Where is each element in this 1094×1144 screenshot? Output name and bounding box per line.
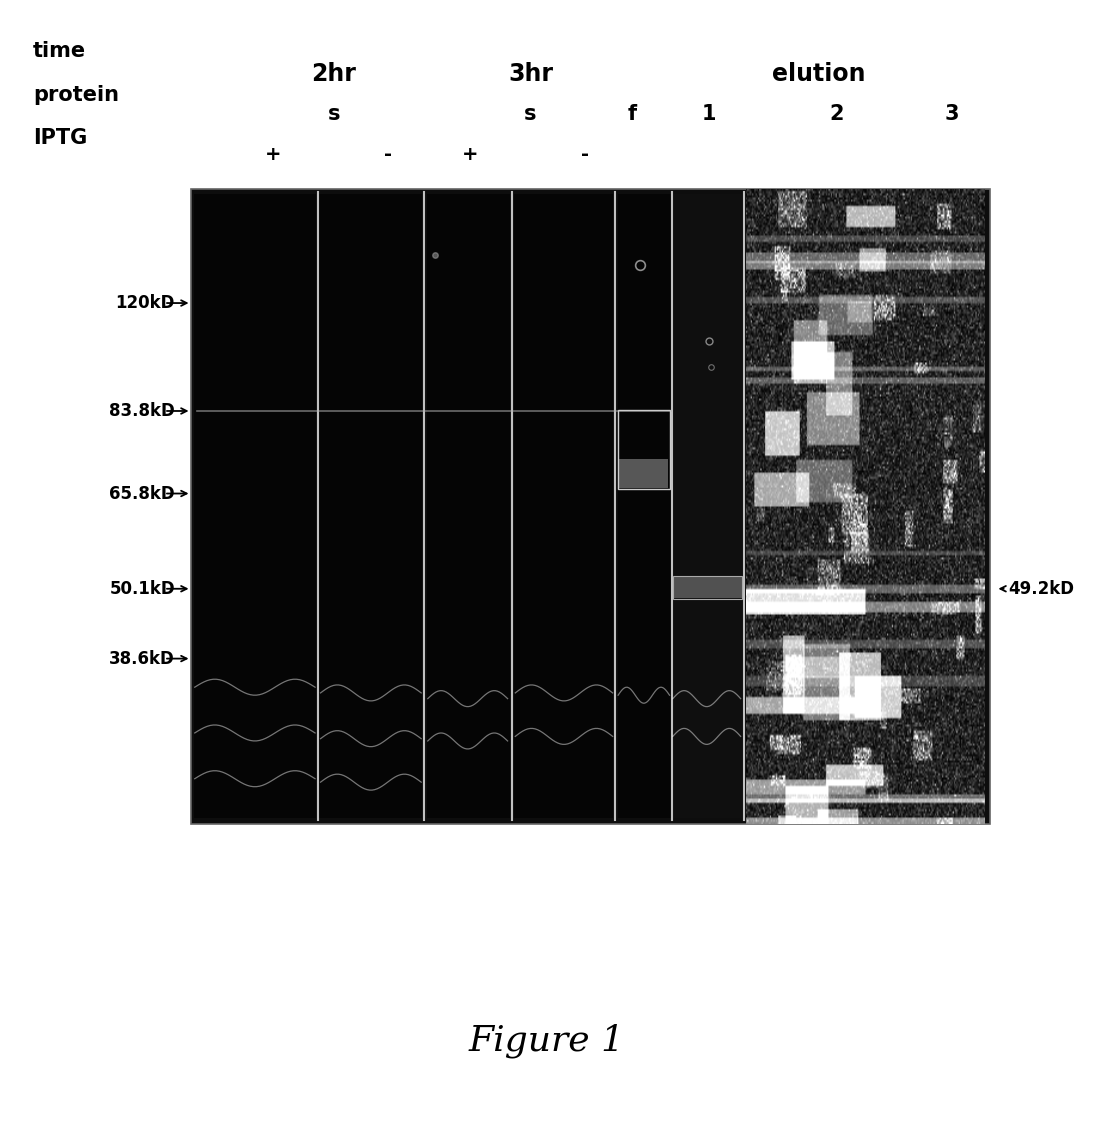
- Bar: [618, 410, 670, 488]
- Text: 50.1kD: 50.1kD: [109, 580, 175, 598]
- Bar: [673, 578, 742, 598]
- Text: IPTG: IPTG: [33, 128, 88, 149]
- Text: -: -: [384, 145, 393, 164]
- Bar: [618, 194, 671, 818]
- Text: 120kD: 120kD: [116, 294, 175, 312]
- Bar: [514, 194, 613, 818]
- Text: 2: 2: [829, 104, 845, 125]
- Text: -: -: [581, 145, 590, 164]
- Text: 83.8kD: 83.8kD: [109, 402, 175, 420]
- Bar: [427, 194, 510, 818]
- Text: +: +: [265, 145, 282, 164]
- Text: 65.8kD: 65.8kD: [109, 485, 175, 502]
- Bar: [619, 459, 668, 487]
- Text: +: +: [462, 145, 479, 164]
- Text: 1: 1: [701, 104, 717, 125]
- Text: s: s: [524, 104, 537, 125]
- Bar: [191, 189, 990, 824]
- Text: 49.2kD: 49.2kD: [1009, 580, 1074, 598]
- Bar: [319, 194, 422, 818]
- Text: s: s: [327, 104, 340, 125]
- Text: f: f: [628, 104, 637, 125]
- Text: 3hr: 3hr: [508, 63, 554, 86]
- Bar: [194, 194, 316, 818]
- Text: Figure 1: Figure 1: [469, 1024, 625, 1058]
- Text: 2hr: 2hr: [311, 63, 357, 86]
- Text: 3: 3: [944, 104, 959, 125]
- Text: elution: elution: [771, 63, 865, 86]
- Text: protein: protein: [33, 85, 119, 105]
- Text: time: time: [33, 41, 86, 62]
- Bar: [673, 194, 742, 818]
- Bar: [673, 577, 742, 599]
- Text: 38.6kD: 38.6kD: [109, 650, 175, 668]
